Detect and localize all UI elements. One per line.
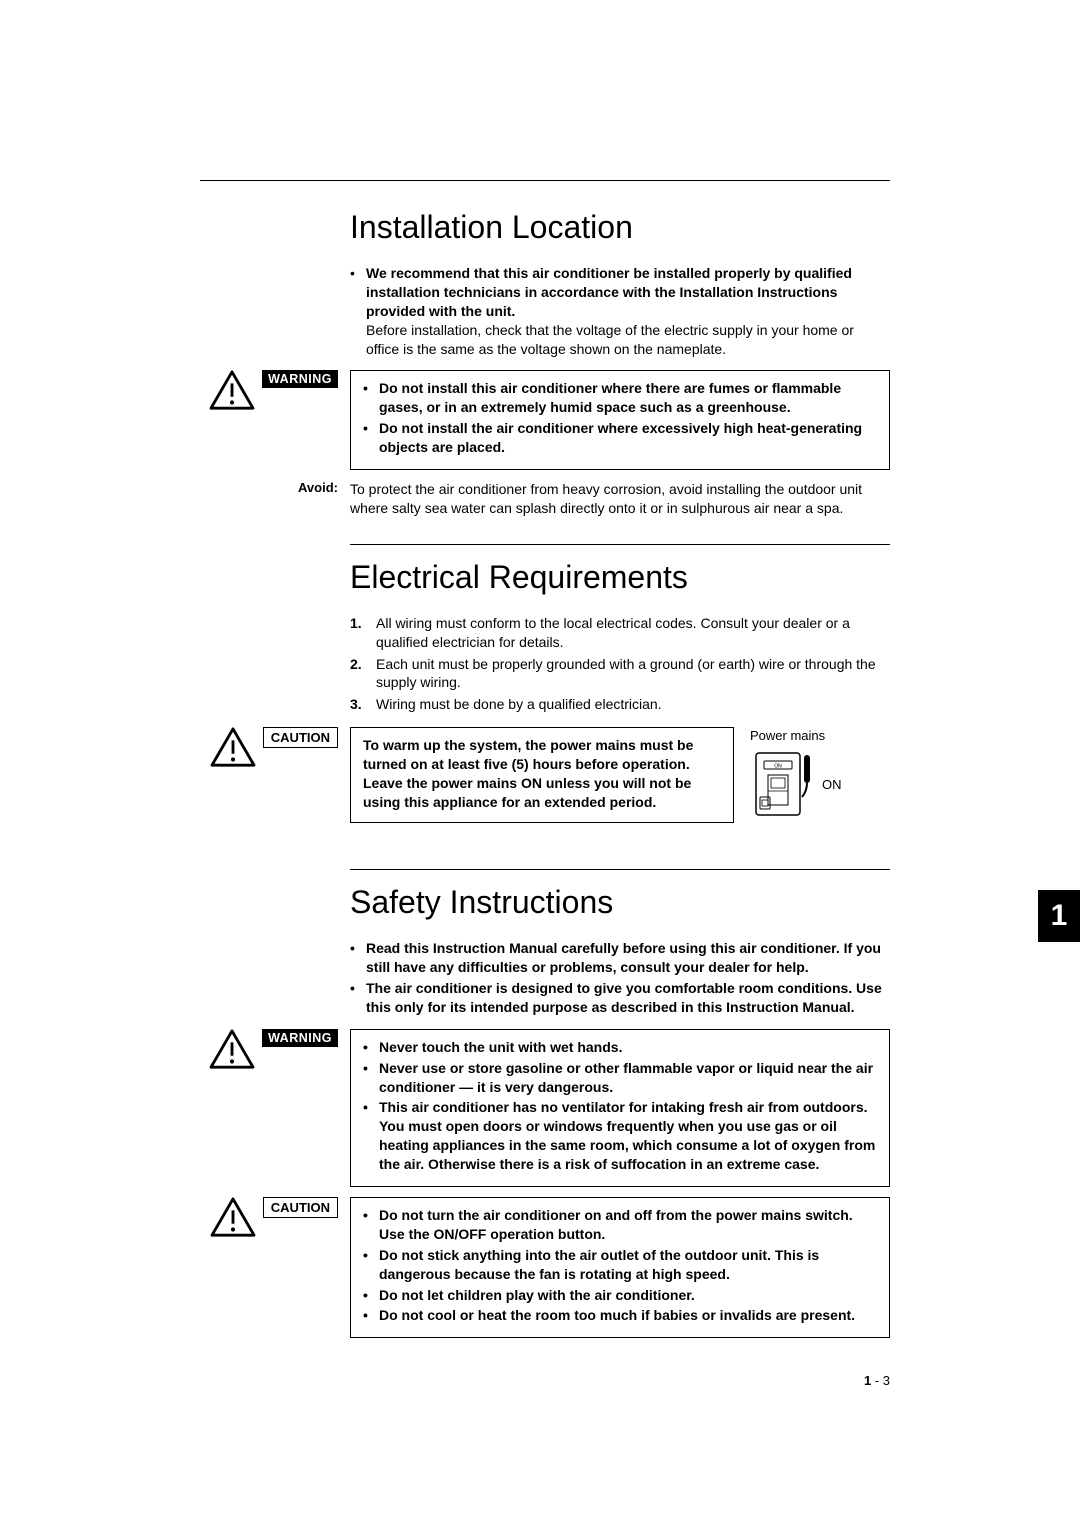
safety-caution-box: Do not turn the air conditioner on and o… [350, 1197, 890, 1338]
safety-warning-box: Never touch the unit with wet hands. Nev… [350, 1029, 890, 1187]
safety-warning-2: Never use or store gasoline or other fla… [363, 1059, 877, 1097]
electrical-caution-text: To warm up the system, the power mains m… [363, 737, 693, 810]
safety-intro-1: Read this Instruction Manual carefully b… [350, 939, 890, 977]
mid-rule-1 [350, 544, 890, 545]
power-mains-label: Power mains [750, 727, 890, 745]
intro-bullet: We recommend that this air conditioner b… [350, 264, 890, 358]
top-rule [200, 180, 890, 181]
electrical-caution-row: CAUTION To warm up the system, the power… [200, 727, 890, 843]
heading-installation: Installation Location [350, 209, 890, 246]
mid-rule-2 [350, 869, 890, 870]
on-label: ON [822, 776, 962, 794]
installation-warning-1: Do not install this air conditioner wher… [363, 379, 877, 417]
installation-warning-box: Do not install this air conditioner wher… [350, 370, 890, 470]
page-num: 3 [883, 1373, 890, 1388]
warning-badge: WARNING [262, 370, 338, 388]
safety-caution-4: Do not cool or heat the room too much if… [363, 1306, 877, 1325]
warning-badge: WARNING [262, 1029, 338, 1047]
intro-bold: We recommend that this air conditioner b… [366, 265, 852, 319]
power-mains-illustration: Power mains ON [750, 727, 890, 843]
safety-caution-3: Do not let children play with the air co… [363, 1286, 877, 1305]
intro-body: Before installation, check that the volt… [366, 322, 854, 357]
chapter-tab: 1 [1038, 890, 1080, 942]
safety-caution-1: Do not turn the air conditioner on and o… [363, 1206, 877, 1244]
electrical-caution-box: To warm up the system, the power mains m… [350, 727, 734, 823]
electrical-item-2: 2.Each unit must be properly grounded wi… [350, 655, 890, 693]
electrical-list-row: 1.All wiring must conform to the local e… [200, 614, 890, 717]
safety-caution-2: Do not stick anything into the air outle… [363, 1246, 877, 1284]
warning-triangle-icon [208, 1029, 256, 1071]
safety-intro-2: The air conditioner is designed to give … [350, 979, 890, 1017]
page-sep: - [871, 1373, 883, 1388]
section-safety: Safety Instructions Read this Instructio… [200, 884, 890, 1338]
safety-caution-row: CAUTION Do not turn the air conditioner … [200, 1197, 890, 1338]
caution-triangle-icon [209, 727, 257, 769]
section-installation: Installation Location We recommend that … [200, 209, 890, 518]
electrical-item-1: 1.All wiring must conform to the local e… [350, 614, 890, 652]
avoid-label: Avoid: [298, 480, 338, 495]
heading-safety: Safety Instructions [350, 884, 890, 921]
safety-warning-3: This air conditioner has no ventilator f… [363, 1098, 877, 1174]
installation-avoid-row: Avoid: To protect the air conditioner fr… [200, 480, 890, 518]
avoid-text: To protect the air conditioner from heav… [350, 481, 862, 516]
page-content: Installation Location We recommend that … [200, 180, 890, 1338]
caution-triangle-icon [209, 1197, 257, 1239]
caution-badge: CAUTION [263, 727, 338, 748]
electrical-item-3: 3.Wiring must be done by a qualified ele… [350, 695, 890, 714]
section-electrical: Electrical Requirements 1.All wiring mus… [200, 559, 890, 843]
installation-intro-row: We recommend that this air conditioner b… [200, 264, 890, 360]
installation-warning-2: Do not install the air conditioner where… [363, 419, 877, 457]
heading-electrical: Electrical Requirements [350, 559, 890, 596]
caution-badge: CAUTION [263, 1197, 338, 1218]
svg-text:ON: ON [774, 763, 782, 769]
safety-intro-row: Read this Instruction Manual carefully b… [200, 939, 890, 1019]
installation-warning-row: WARNING Do not install this air conditio… [200, 370, 890, 470]
safety-warning-1: Never touch the unit with wet hands. [363, 1038, 877, 1057]
page-number: 1 - 3 [864, 1373, 890, 1388]
safety-warning-row: WARNING Never touch the unit with wet ha… [200, 1029, 890, 1187]
warning-triangle-icon [208, 370, 256, 412]
